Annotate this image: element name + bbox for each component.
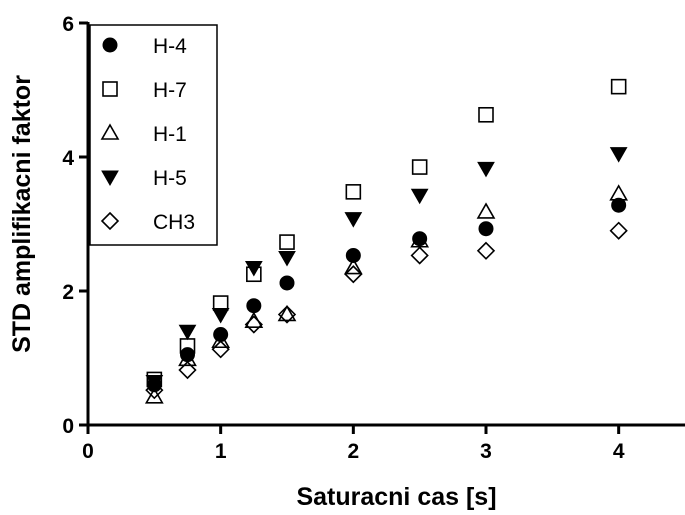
point-h-5	[244, 261, 263, 277]
point-ch3	[277, 305, 297, 324]
point-ch3	[244, 315, 263, 334]
point-h-4	[412, 231, 428, 247]
point-h-5	[477, 161, 495, 178]
point-h-7	[478, 106, 494, 123]
legend: H-4 H-7 H-1 H-5 CH3	[89, 24, 218, 246]
legend-marker-h-7	[102, 81, 118, 97]
point-h-4	[246, 298, 262, 314]
point-ch3	[211, 340, 230, 359]
y-tick-label: 2	[62, 281, 74, 304]
x-tick-label: 1	[215, 440, 227, 463]
point-h-4	[279, 275, 295, 291]
point-h-7	[610, 78, 627, 95]
point-ch3	[178, 360, 197, 380]
legend-marker-h-5	[101, 170, 119, 187]
legend-label-h-1: H-1	[153, 123, 187, 146]
point-h-4	[180, 347, 195, 363]
point-h-5	[178, 324, 197, 341]
point-h-4	[213, 327, 229, 343]
point-h-1	[244, 311, 264, 328]
point-h-7	[345, 184, 362, 200]
point-h-7	[279, 234, 295, 250]
point-h-4	[345, 247, 361, 263]
point-h-7	[411, 159, 428, 175]
legend-box	[89, 24, 218, 246]
x-tick-label: 3	[480, 440, 492, 463]
legend-marker-h-1	[100, 123, 120, 140]
legend-marker-ch3	[100, 211, 120, 231]
point-ch3	[476, 241, 496, 260]
legend-label-h-7: H-7	[153, 79, 187, 102]
point-h-1	[476, 202, 496, 219]
y-tick-label: 6	[62, 13, 74, 36]
point-ch3	[344, 265, 363, 284]
legend-label-h-5: H-5	[153, 167, 187, 190]
point-h-4	[478, 221, 494, 237]
point-ch3	[410, 246, 429, 265]
x-axis-title: Saturacni cas [s]	[296, 483, 496, 511]
legend-label-h-4: H-4	[153, 35, 187, 58]
x-tick-label: 0	[82, 440, 94, 463]
point-h-5	[278, 251, 296, 267]
point-h-1	[144, 387, 164, 404]
legend-marker-h-4	[102, 37, 118, 53]
point-h-1	[343, 257, 363, 275]
point-h-4	[611, 197, 627, 213]
y-axis-title: STD amplifikacni faktor	[8, 75, 36, 353]
data-points	[144, 78, 629, 404]
x-tick-label: 4	[613, 440, 625, 463]
y-tick-label: 0	[62, 415, 74, 438]
y-tick-label: 4	[62, 147, 74, 170]
point-h-1	[277, 304, 297, 322]
point-h-5	[410, 188, 429, 205]
point-h-5	[344, 212, 363, 228]
point-h-4	[146, 377, 162, 393]
point-h-5	[211, 307, 230, 324]
point-h-5	[609, 147, 628, 163]
point-ch3	[609, 221, 628, 240]
x-tick-label: 2	[347, 440, 359, 463]
legend-label-ch3: CH3	[153, 211, 195, 234]
axes: 0 1 2 3 4 0 2 4 6	[62, 13, 685, 463]
